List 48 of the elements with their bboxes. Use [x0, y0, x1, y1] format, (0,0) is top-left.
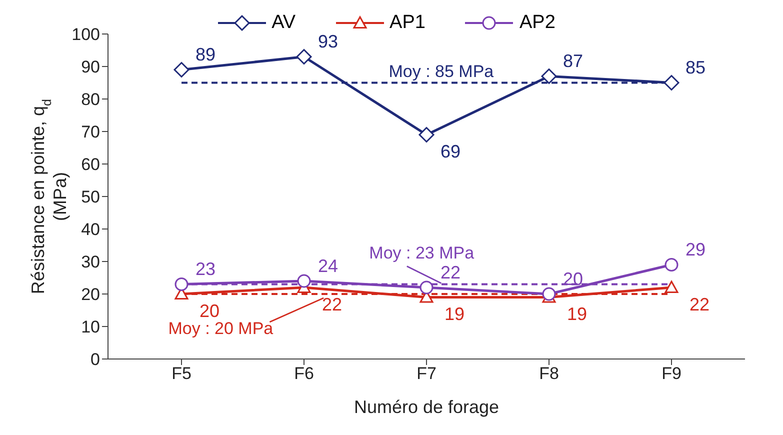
y-tick-label: 80: [81, 90, 100, 110]
point: [174, 278, 188, 291]
ref-line-label: Moy : 85 MPa: [388, 62, 494, 81]
point: [664, 280, 678, 294]
data-label: 24: [318, 256, 338, 276]
data-label: 89: [196, 44, 216, 64]
point: [418, 127, 434, 142]
point: [664, 258, 678, 272]
data-label: 19: [444, 304, 465, 324]
legend-label: AP2: [519, 12, 556, 34]
x-axis-title: Numéro de forage: [354, 397, 500, 417]
x-tick-label: F5: [172, 364, 192, 384]
point: [296, 49, 312, 64]
y-tick-label: 0: [90, 350, 100, 370]
y-tick-label: 30: [81, 252, 100, 272]
point: [542, 287, 556, 301]
y-tick-label: 90: [81, 58, 100, 77]
data-label: 19: [567, 304, 588, 324]
legend-label: AP1: [390, 12, 426, 34]
data-label: 22: [690, 294, 710, 314]
point: [664, 75, 680, 90]
data-label: 22: [440, 262, 461, 282]
data-label: 20: [200, 300, 220, 321]
point: [297, 274, 311, 288]
point: [174, 62, 190, 78]
y-tick-label: 20: [81, 285, 100, 304]
x-tick-label: F6: [294, 364, 314, 384]
point: [541, 68, 557, 84]
legend-label: AV: [272, 12, 296, 34]
y-tick-label: 100: [72, 25, 100, 44]
x-tick-label: F7: [416, 364, 436, 384]
x-tick-label: F8: [539, 364, 559, 384]
data-label: 93: [318, 32, 338, 52]
y-tick-label: 60: [81, 155, 100, 174]
data-label: 29: [686, 240, 706, 260]
x-tick-label: F9: [662, 364, 682, 384]
y-tick-label: 40: [81, 220, 100, 240]
data-label: 22: [322, 294, 342, 314]
data-label: 85: [686, 58, 706, 78]
point: [420, 280, 434, 294]
ref-line-label: Moy : 23 MPa: [369, 243, 475, 262]
ref-line-label: Moy : 20 MPa: [168, 319, 274, 338]
y-tick-label: 10: [81, 318, 100, 337]
y-tick-label: 70: [81, 122, 100, 142]
data-label: 69: [440, 142, 461, 162]
data-label: 87: [563, 51, 584, 71]
data-label: 23: [196, 259, 216, 279]
y-tick-label: 50: [81, 188, 100, 207]
